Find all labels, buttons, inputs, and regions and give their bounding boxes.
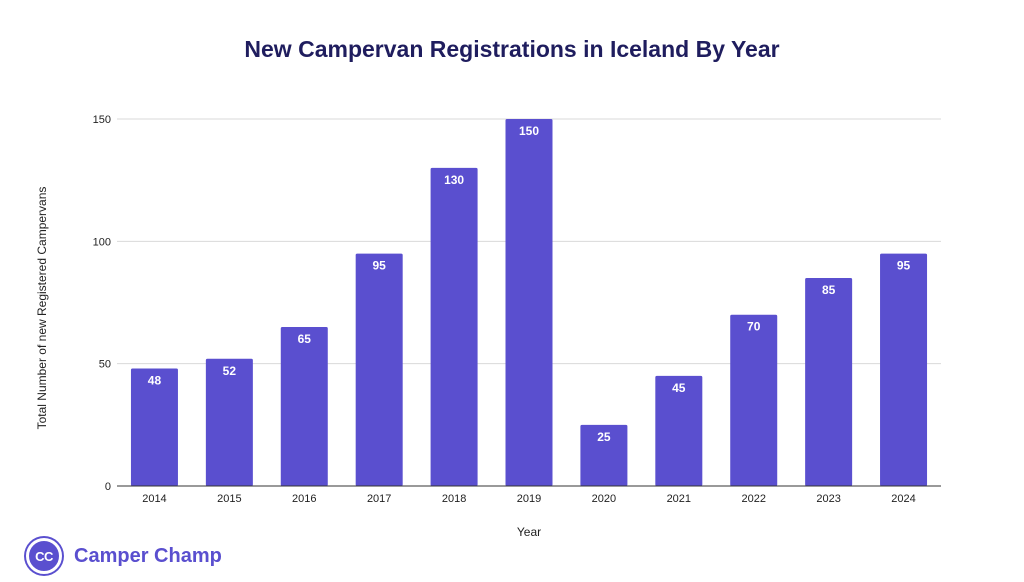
logo-text: CC: [35, 548, 53, 564]
x-tick-label: 2016: [292, 493, 316, 505]
x-tick-label: 2018: [442, 493, 466, 505]
x-tick-label: 2019: [517, 493, 541, 505]
bar-2024: [880, 253, 928, 486]
bar-2020: [580, 424, 628, 486]
x-tick-label: 2014: [142, 493, 166, 505]
y-tick-labels: 0 50 100 150: [93, 114, 111, 493]
camper-champ-logo-icon: CC: [26, 538, 62, 574]
x-tick-label: 2022: [741, 493, 765, 505]
y-tick-label: 100: [93, 236, 111, 248]
bars: [130, 119, 928, 486]
y-tick-label: 50: [99, 359, 111, 371]
bar-2018: [430, 167, 478, 486]
y-tick-label: 150: [93, 114, 111, 126]
bar-data-label: 150: [519, 124, 539, 138]
x-tick-label: 2023: [816, 493, 840, 505]
y-axis-title: Total Number of new Registered Campervan…: [35, 187, 49, 430]
chart-title: New Campervan Registrations in Iceland B…: [244, 36, 780, 62]
bar-data-label: 52: [223, 364, 237, 378]
bar-2014: [130, 368, 178, 486]
bar-data-label: 95: [897, 259, 911, 273]
x-tick-label: 2020: [592, 493, 616, 505]
x-tick-label: 2024: [891, 493, 915, 505]
bar-2022: [730, 314, 778, 486]
bar-data-label: 70: [747, 320, 761, 334]
x-tick-labels: 2014 2015 2016 2017 2018 2019 2020 2021 2022 2023…: [142, 493, 916, 505]
bar-data-label: 85: [822, 283, 836, 297]
bar-data-label: 130: [444, 173, 464, 187]
bar-data-label: 48: [148, 374, 162, 388]
bar-data-label: 95: [373, 259, 387, 273]
bar-2023: [805, 278, 853, 486]
bar-data-label: 65: [298, 332, 312, 346]
x-axis-title: Year: [517, 525, 541, 539]
bar-2016: [280, 326, 328, 486]
bar-data-label: 45: [672, 381, 686, 395]
bar-2015: [205, 358, 253, 486]
x-tick-label: 2015: [217, 493, 241, 505]
bar-data-labels: 48 52 65 95 130 150 25 45 70 85 95: [148, 124, 911, 444]
bar-2019: [505, 119, 553, 486]
bar-2021: [655, 375, 703, 486]
x-tick-label: 2017: [367, 493, 391, 505]
bar-data-label: 25: [597, 430, 611, 444]
brand-footer: CC Camper Champ: [26, 536, 222, 576]
brand-name: Camper Champ: [74, 544, 222, 567]
y-tick-label: 0: [105, 481, 111, 493]
x-tick-label: 2021: [667, 493, 691, 505]
bar-2017: [355, 253, 403, 486]
